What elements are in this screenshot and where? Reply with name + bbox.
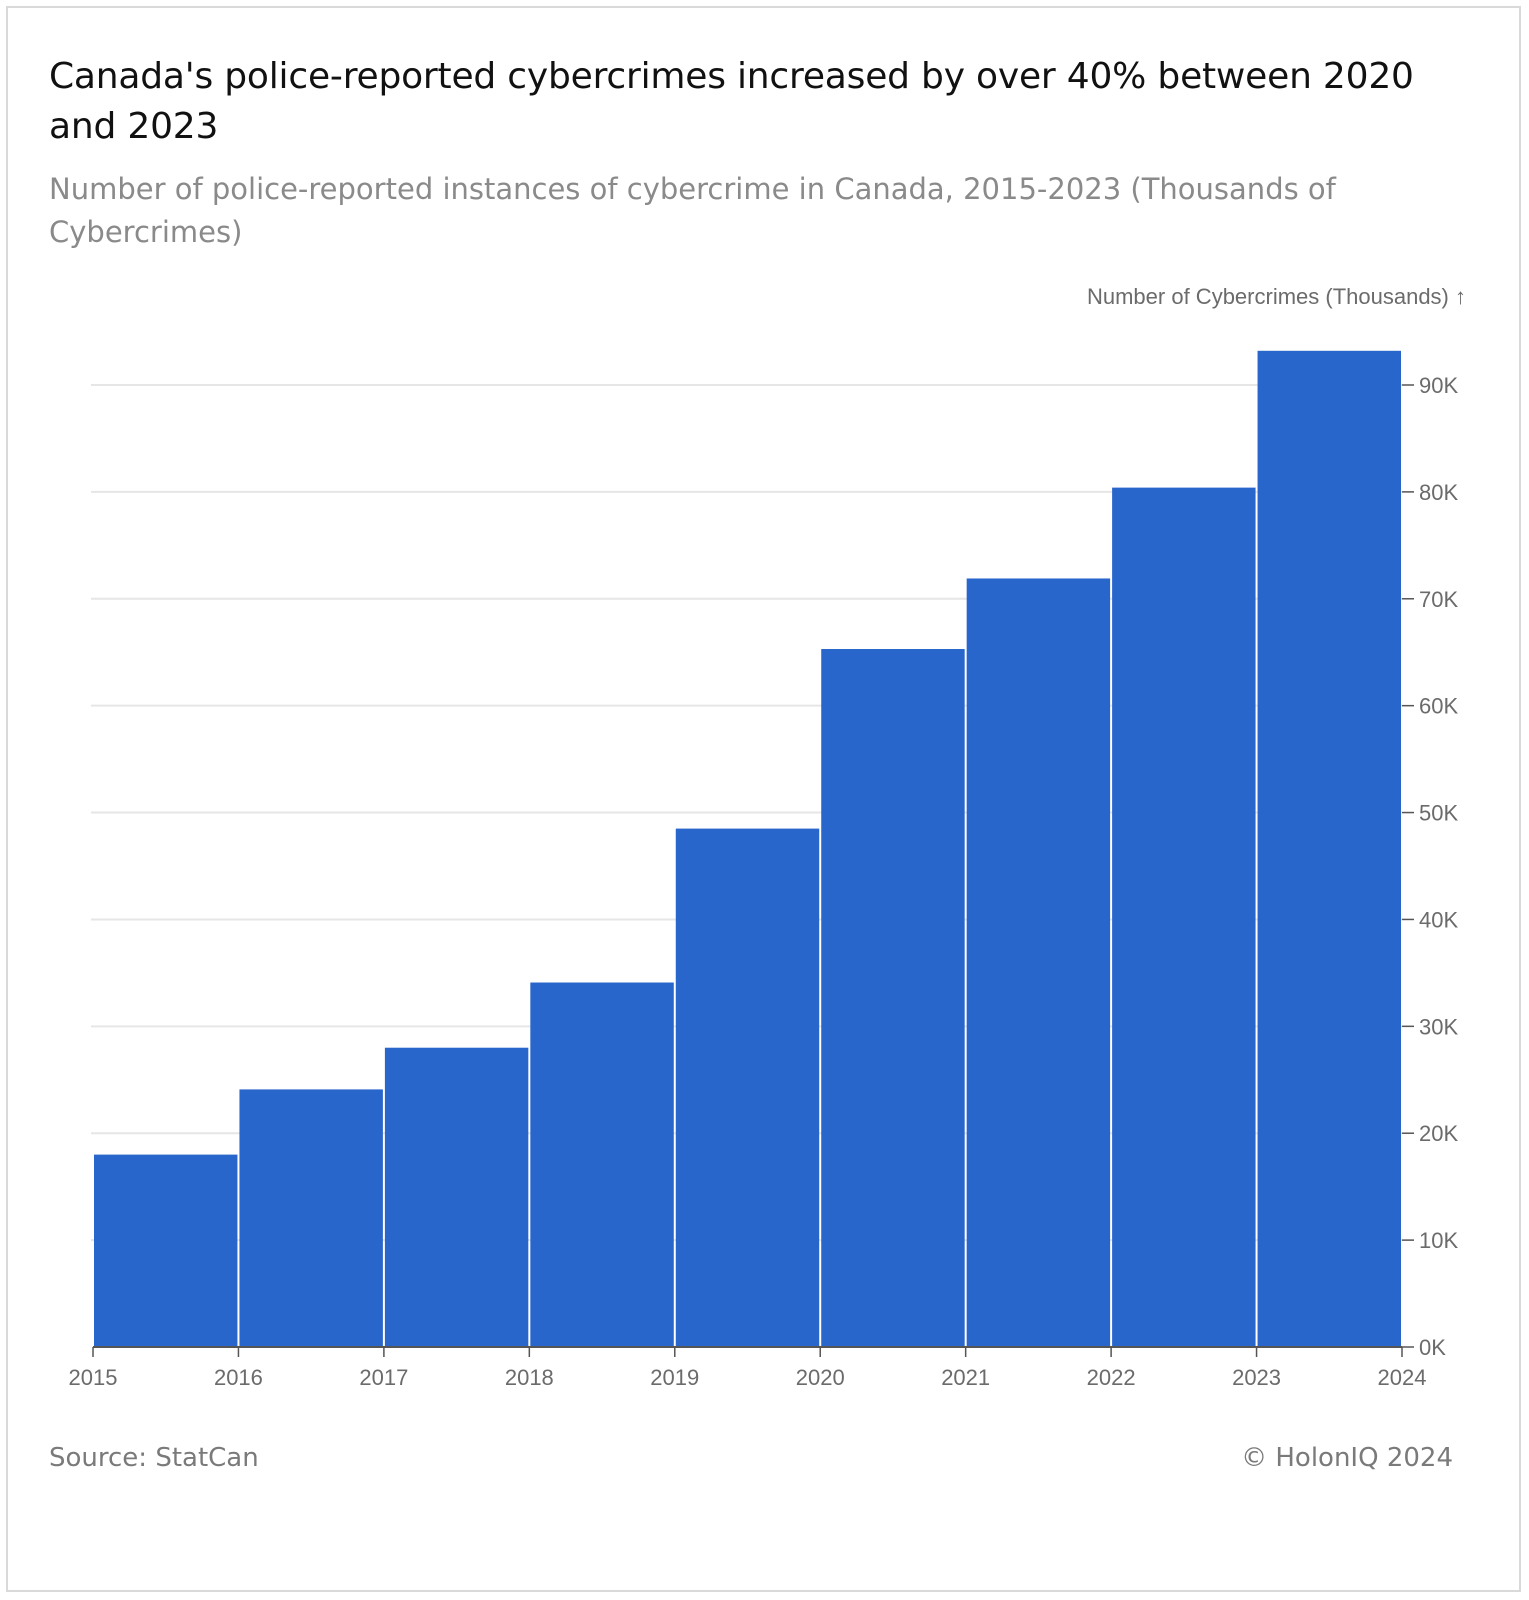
- y-tick-label-50K: 50K: [1419, 801, 1458, 826]
- y-tick-label-80K: 80K: [1419, 480, 1458, 505]
- x-tick-label-2020: 2020: [796, 1365, 845, 1390]
- y-tick-label-0K: 0K: [1419, 1335, 1446, 1360]
- bar-2023[interactable]: [1257, 350, 1401, 1348]
- x-tick-label-2023: 2023: [1232, 1365, 1281, 1390]
- x-tick-label-2021: 2021: [941, 1365, 990, 1390]
- bar-2016[interactable]: [239, 1089, 383, 1347]
- x-tick-label-2024: 2024: [1378, 1365, 1427, 1390]
- y-axis-title: Number of Cybercrimes (Thousands) ↑: [1087, 284, 1466, 309]
- copyright-note: © HolonIQ 2024: [1241, 1443, 1453, 1473]
- bar-2015[interactable]: [94, 1154, 238, 1347]
- bar-2020[interactable]: [821, 649, 965, 1347]
- bar-2019[interactable]: [675, 828, 820, 1347]
- y-tick-label-10K: 10K: [1419, 1228, 1458, 1253]
- x-tick-label-2015: 2015: [69, 1365, 118, 1390]
- y-tick-label-30K: 30K: [1419, 1014, 1458, 1039]
- bar-2021[interactable]: [966, 578, 1111, 1347]
- y-tick-label-40K: 40K: [1419, 907, 1458, 932]
- bars: [94, 350, 1401, 1348]
- y-tick-label-20K: 20K: [1419, 1121, 1458, 1146]
- x-tick-label-2019: 2019: [650, 1365, 699, 1390]
- x-tick-label-2017: 2017: [359, 1365, 408, 1390]
- chart-subtitle: Number of police-reported instances of c…: [49, 172, 1336, 249]
- axes: 0K 10K 20K 30K 40K 50K 60K 70K 80K 90K 2015 2016 201…: [69, 373, 1459, 1390]
- bar-2018[interactable]: [530, 982, 674, 1347]
- y-tick-label-90K: 90K: [1419, 373, 1458, 398]
- y-tick-label-70K: 70K: [1419, 587, 1458, 612]
- bar-2017[interactable]: [384, 1047, 529, 1347]
- y-tick-label-60K: 60K: [1419, 694, 1458, 719]
- x-tick-label-2016: 2016: [214, 1365, 263, 1390]
- chart-title: Canada's police-reported cybercrimes inc…: [49, 56, 1414, 147]
- source-note: Source: StatCan: [49, 1443, 259, 1473]
- x-tick-label-2018: 2018: [505, 1365, 554, 1390]
- x-tick-label-2022: 2022: [1087, 1365, 1136, 1390]
- bar-2022[interactable]: [1112, 487, 1256, 1347]
